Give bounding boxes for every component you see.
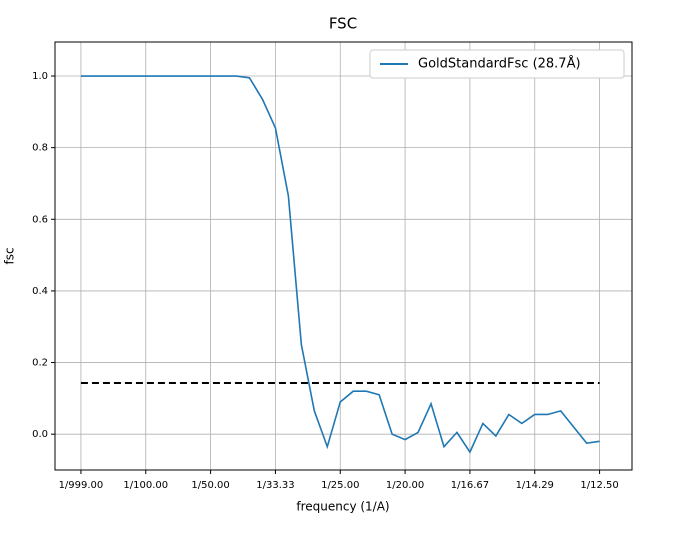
series-line: [80, 75, 600, 454]
plot-frame: [54, 41, 633, 471]
x-tick-label: 1/25.00: [321, 480, 359, 491]
y-tick-label: 0.6: [32, 214, 48, 225]
x-tick-label: 1/14.29: [516, 480, 554, 491]
chart-title: FSC: [329, 15, 357, 33]
x-tick-label: 1/12.50: [580, 480, 618, 491]
x-tick-label: 1/16.67: [451, 480, 489, 491]
x-tick-label: 1/20.00: [386, 480, 424, 491]
x-tick-label: 1/999.00: [59, 480, 104, 491]
y-axis-label: fsc: [3, 247, 17, 264]
y-tick-label: 0.4: [32, 286, 48, 297]
x-tick-label: 1/100.00: [123, 480, 168, 491]
y-tick-label: 0.2: [32, 358, 48, 369]
legend-label: GoldStandardFsc (28.7Å): [418, 56, 581, 72]
x-axis-label: frequency (1/A): [296, 500, 389, 514]
x-tick-label: 1/33.33: [256, 480, 294, 491]
y-tick-label: 1.0: [32, 71, 48, 82]
legend-box: [369, 49, 625, 79]
x-tick-label: 1/50.00: [191, 480, 229, 491]
y-tick-label: 0.8: [32, 143, 48, 154]
y-tick-label: 0.0: [32, 429, 48, 440]
